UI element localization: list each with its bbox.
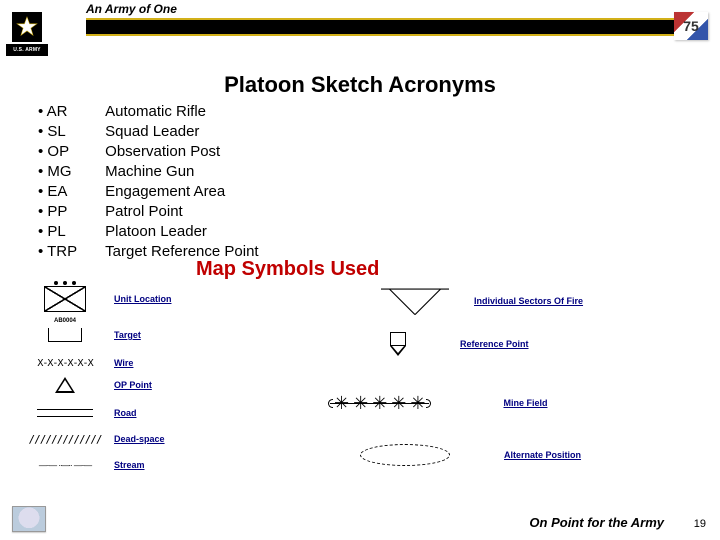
stream-icon: —··—··—··—··— — [39, 461, 91, 470]
symbol-stream: —··—··—··—··— Stream — [30, 450, 145, 480]
road-icon — [37, 409, 93, 417]
footer-text: On Point for the Army — [529, 515, 664, 530]
sectors-of-fire-icon — [370, 284, 460, 318]
acronym-abbr: • SL — [38, 122, 77, 142]
symbol-unit-location: Unit Location — [30, 284, 172, 314]
alternate-position-icon — [360, 444, 450, 466]
symbols-area: Unit Location AB0004 Target X-X-X-X-X-X … — [30, 284, 690, 492]
symbol-reference-point: Reference Point — [390, 332, 529, 356]
symbol-alternate-position: Alternate Position — [360, 444, 581, 466]
acronym-full: Patrol Point — [105, 202, 258, 222]
op-point-icon — [55, 377, 75, 393]
header-tagline: An Army of One — [86, 2, 177, 16]
symbol-label: Alternate Position — [504, 450, 581, 460]
symbol-target: AB0004 Target — [30, 320, 141, 350]
page-title: Platoon Sketch Acronyms — [0, 72, 720, 98]
target-id-text: AB0004 — [54, 318, 76, 324]
reference-point-icon — [390, 332, 406, 356]
acronym-abbr: • MG — [38, 162, 77, 182]
symbol-label: Unit Location — [114, 294, 172, 304]
symbol-op-point: OP Point — [30, 370, 152, 400]
symbol-label: Individual Sectors Of Fire — [474, 296, 583, 306]
mine-field-icon: ✳✳✳✳✳ — [330, 394, 429, 412]
target-icon: AB0004 — [48, 328, 82, 342]
symbol-label: Mine Field — [503, 398, 547, 408]
symbol-label: Reference Point — [460, 339, 529, 349]
footer-crest-icon — [12, 506, 46, 532]
header: An Army of One 75 — [0, 0, 720, 44]
symbol-label: OP Point — [114, 380, 152, 390]
unit-patch-badge: 75 — [674, 12, 708, 40]
unit-location-icon — [44, 286, 86, 312]
symbol-label: Target — [114, 330, 141, 340]
header-bar — [86, 18, 708, 36]
symbol-label: Road — [114, 408, 137, 418]
acronym-abbr: • EA — [38, 182, 77, 202]
acronym-full: Automatic Rifle — [105, 102, 258, 122]
symbol-label: Wire — [114, 358, 133, 368]
symbol-label: Stream — [114, 460, 145, 470]
acronym-full: Observation Post — [105, 142, 258, 162]
symbol-sectors-of-fire: Individual Sectors Of Fire — [370, 284, 583, 318]
acronym-full: Platoon Leader — [105, 222, 258, 242]
acronym-abbr: • TRP — [38, 242, 77, 262]
acronym-abbr: • PP — [38, 202, 77, 222]
acronym-full: Engagement Area — [105, 182, 258, 202]
acronym-abbr: • PL — [38, 222, 77, 242]
acronym-abbr: • OP — [38, 142, 77, 162]
us-army-tab: U.S. ARMY — [6, 44, 48, 56]
army-star-logo — [12, 12, 42, 42]
symbol-label: Dead-space — [114, 434, 165, 444]
acronym-abbr: • AR — [38, 102, 77, 122]
symbol-mine-field: ✳✳✳✳✳ Mine Field — [330, 394, 547, 412]
dead-space-icon: ///////////// — [30, 425, 100, 453]
acronym-full: Machine Gun — [105, 162, 258, 182]
acronym-full: Squad Leader — [105, 122, 258, 142]
acronyms-list: • AR • SL • OP • MG • EA • PP • PL • TRP… — [38, 102, 259, 262]
section-subtitle: Map Symbols Used — [196, 258, 379, 281]
page-number: 19 — [694, 518, 706, 530]
